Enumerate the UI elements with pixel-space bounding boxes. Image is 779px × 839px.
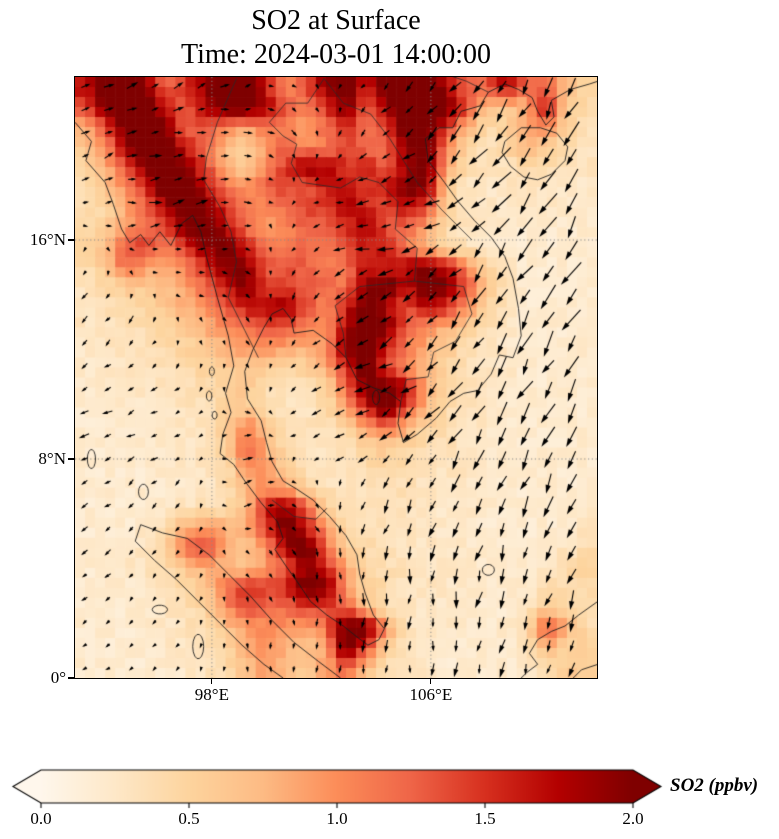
colorbar-tick-label: 2.0 bbox=[622, 809, 644, 828]
colorbar-tick-label: 1.5 bbox=[474, 809, 496, 828]
x-tickmark bbox=[211, 679, 213, 684]
y-tickmark bbox=[68, 458, 74, 460]
so2-map-canvas bbox=[75, 77, 597, 678]
colorbar-label: SO2 (ppbv) bbox=[670, 775, 759, 796]
x-tickmark bbox=[430, 679, 432, 684]
plot-title: SO2 at Surface bbox=[251, 5, 421, 36]
y-tickmark bbox=[68, 239, 74, 241]
colorbar-tick-label: 0.0 bbox=[30, 809, 52, 828]
y-tickmark bbox=[68, 677, 74, 679]
y-tick-label: 0° bbox=[50, 668, 66, 687]
colorbar-tick-label: 1.0 bbox=[326, 809, 348, 828]
plot-subtitle: Time: 2024-03-01 14:00:00 bbox=[180, 39, 492, 70]
x-tick-label: 98°E bbox=[194, 685, 229, 704]
y-tick-label: 8°N bbox=[38, 449, 66, 468]
colorbar-tick-label: 0.5 bbox=[178, 809, 200, 828]
x-tick-label: 106°E bbox=[409, 685, 453, 704]
colorbar-canvas bbox=[8, 765, 672, 811]
y-tick-label: 16°N bbox=[29, 230, 66, 249]
